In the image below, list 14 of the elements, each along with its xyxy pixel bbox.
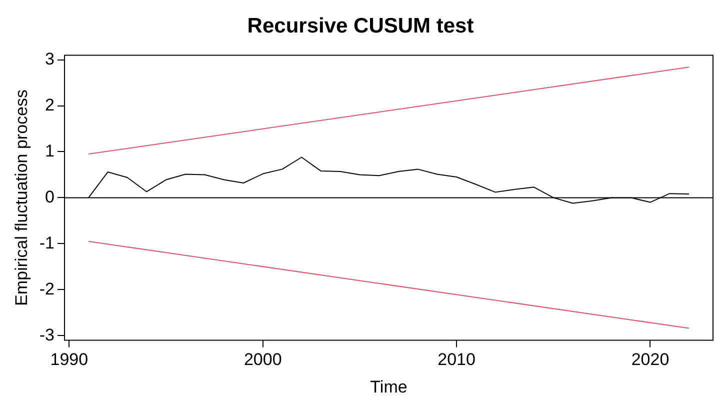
y-axis-title: Empirical fluctuation process — [12, 90, 31, 306]
y-tick-label: 0 — [45, 187, 55, 206]
y-tick-label: -1 — [39, 233, 55, 252]
x-axis-title: Time — [370, 377, 408, 396]
y-tick-label: -2 — [39, 279, 55, 298]
y-tick-label: 3 — [45, 49, 55, 68]
y-tick-label: 2 — [45, 95, 55, 114]
chart-title: Recursive CUSUM test — [247, 14, 474, 38]
y-tick-label: -3 — [39, 325, 55, 344]
x-tick-label: 2020 — [631, 350, 670, 370]
x-tick-label: 1990 — [50, 350, 88, 370]
x-tick-label: 2010 — [438, 350, 476, 370]
x-tick-label: 2000 — [244, 350, 282, 370]
y-tick-label: 1 — [45, 141, 55, 160]
